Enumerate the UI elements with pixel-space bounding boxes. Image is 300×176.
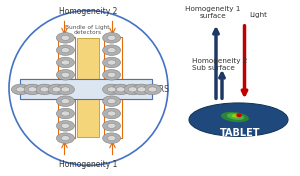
Ellipse shape xyxy=(227,113,244,120)
FancyBboxPatch shape xyxy=(20,79,152,99)
Circle shape xyxy=(107,48,116,53)
Circle shape xyxy=(56,133,74,143)
Circle shape xyxy=(56,70,74,80)
Circle shape xyxy=(47,84,65,95)
Circle shape xyxy=(107,136,116,141)
Circle shape xyxy=(133,84,151,95)
Circle shape xyxy=(103,57,121,68)
Text: TABLET: TABLET xyxy=(220,128,260,138)
Text: Bundle of Light
detectors: Bundle of Light detectors xyxy=(65,25,110,35)
Circle shape xyxy=(237,114,241,117)
Circle shape xyxy=(61,60,70,65)
Text: Homogeneity 1
surface: Homogeneity 1 surface xyxy=(185,6,241,19)
Circle shape xyxy=(56,108,74,119)
Circle shape xyxy=(103,108,121,119)
Circle shape xyxy=(148,87,157,92)
Circle shape xyxy=(11,84,29,95)
Circle shape xyxy=(56,45,74,55)
Circle shape xyxy=(107,111,116,116)
Text: Homogeneity 2: Homogeneity 2 xyxy=(59,7,118,16)
Ellipse shape xyxy=(232,114,241,118)
Circle shape xyxy=(103,96,121,106)
Circle shape xyxy=(103,121,121,131)
Circle shape xyxy=(107,35,116,40)
Circle shape xyxy=(35,84,53,95)
Circle shape xyxy=(124,84,142,95)
Ellipse shape xyxy=(189,103,288,136)
Text: Homogeneity 2
Sub surface: Homogeneity 2 Sub surface xyxy=(192,58,248,71)
Circle shape xyxy=(56,84,74,95)
Circle shape xyxy=(61,87,70,92)
Circle shape xyxy=(56,121,74,131)
Text: Homogeneity 1: Homogeneity 1 xyxy=(59,160,118,169)
Ellipse shape xyxy=(221,112,249,122)
Circle shape xyxy=(137,87,146,92)
Circle shape xyxy=(56,96,74,106)
Circle shape xyxy=(103,33,121,43)
Circle shape xyxy=(107,123,116,128)
Circle shape xyxy=(52,87,61,92)
Circle shape xyxy=(103,84,121,95)
Circle shape xyxy=(61,35,70,40)
Circle shape xyxy=(40,87,49,92)
Circle shape xyxy=(61,72,70,77)
Circle shape xyxy=(107,87,116,92)
Circle shape xyxy=(103,133,121,143)
Text: SRS: SRS xyxy=(155,85,170,94)
Circle shape xyxy=(61,111,70,116)
Circle shape xyxy=(103,45,121,55)
Circle shape xyxy=(107,60,116,65)
Circle shape xyxy=(103,70,121,80)
Circle shape xyxy=(112,84,130,95)
Circle shape xyxy=(128,87,137,92)
FancyBboxPatch shape xyxy=(76,38,99,137)
Circle shape xyxy=(56,33,74,43)
Circle shape xyxy=(143,84,161,95)
Circle shape xyxy=(61,136,70,141)
Circle shape xyxy=(107,72,116,77)
Circle shape xyxy=(107,99,116,104)
Circle shape xyxy=(61,48,70,53)
Circle shape xyxy=(61,99,70,104)
Circle shape xyxy=(116,87,125,92)
Circle shape xyxy=(56,57,74,68)
Circle shape xyxy=(28,87,37,92)
Circle shape xyxy=(61,123,70,128)
Circle shape xyxy=(23,84,41,95)
Circle shape xyxy=(16,87,25,92)
Text: Light: Light xyxy=(249,12,267,18)
